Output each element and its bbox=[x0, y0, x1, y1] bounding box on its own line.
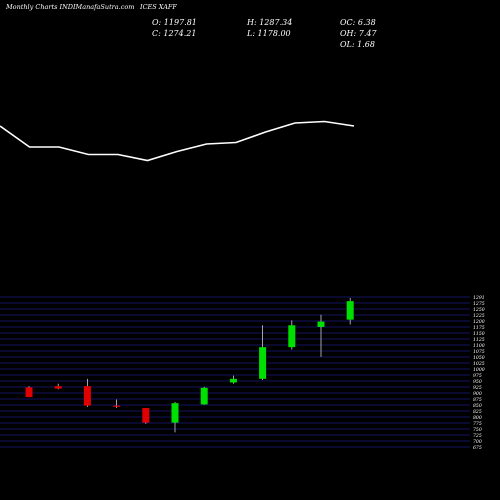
candle-down bbox=[54, 386, 62, 389]
tick-label: 1125 bbox=[473, 337, 485, 343]
close-value: C: 1274.21 bbox=[152, 29, 196, 38]
tick-label: 700 bbox=[473, 439, 482, 445]
candle-up bbox=[288, 325, 296, 348]
tick-label: 950 bbox=[473, 379, 482, 385]
symbol-label: ICES XAFF bbox=[139, 3, 177, 11]
tick-label: 825 bbox=[473, 409, 482, 415]
ol-value: OL: 1.68 bbox=[340, 40, 375, 49]
tick-label: 1075 bbox=[473, 349, 485, 355]
tick-label: 775 bbox=[473, 421, 482, 427]
high-value: H: 1287.34 bbox=[246, 18, 292, 27]
candle-up bbox=[200, 387, 208, 405]
candle-up bbox=[259, 347, 267, 379]
candle-down bbox=[142, 408, 150, 423]
tick-label: 1175 bbox=[473, 325, 485, 331]
candle-up bbox=[346, 301, 354, 320]
low-value: L: 1178.00 bbox=[246, 29, 291, 38]
candle-down bbox=[113, 405, 121, 407]
candle-up bbox=[171, 403, 179, 423]
tick-label: 725 bbox=[473, 433, 482, 439]
tick-label: 850 bbox=[473, 403, 482, 409]
tick-label: 1000 bbox=[473, 367, 485, 373]
tick-label: 800 bbox=[473, 415, 482, 421]
oh-value: OH: 7.47 bbox=[340, 29, 377, 38]
open-value: O: 1197.81 bbox=[152, 18, 197, 27]
candle-up bbox=[229, 378, 237, 383]
oc-value: OC: 6.38 bbox=[340, 18, 376, 27]
tick-label: 1200 bbox=[473, 319, 485, 325]
candle-down bbox=[83, 386, 91, 406]
tick-label: 1150 bbox=[473, 331, 485, 337]
tick-label: 875 bbox=[473, 397, 482, 403]
tick-label: 925 bbox=[473, 385, 482, 391]
tick-label: 1025 bbox=[473, 361, 485, 367]
candle-up bbox=[317, 321, 325, 327]
price-axis: 1291127512501225120011751150112511001075… bbox=[473, 295, 485, 451]
tick-label: 1050 bbox=[473, 355, 485, 361]
tick-label: 675 bbox=[473, 445, 482, 451]
tick-label: 975 bbox=[473, 373, 482, 379]
tick-label: 1100 bbox=[473, 343, 485, 349]
candle-down bbox=[25, 387, 33, 398]
tick-label: 1250 bbox=[473, 307, 485, 313]
overlay-line bbox=[0, 120, 355, 162]
line-series bbox=[0, 120, 355, 162]
tick-label: 1291 bbox=[473, 295, 485, 301]
tick-label: 900 bbox=[473, 391, 482, 397]
tick-label: 1275 bbox=[473, 301, 485, 307]
tick-label: 1225 bbox=[473, 313, 485, 319]
site-title: Monthly Charts INDIManafaSutra.com bbox=[5, 3, 134, 11]
candles bbox=[25, 297, 354, 433]
tick-label: 750 bbox=[473, 427, 482, 433]
price-gridlines bbox=[0, 296, 470, 448]
